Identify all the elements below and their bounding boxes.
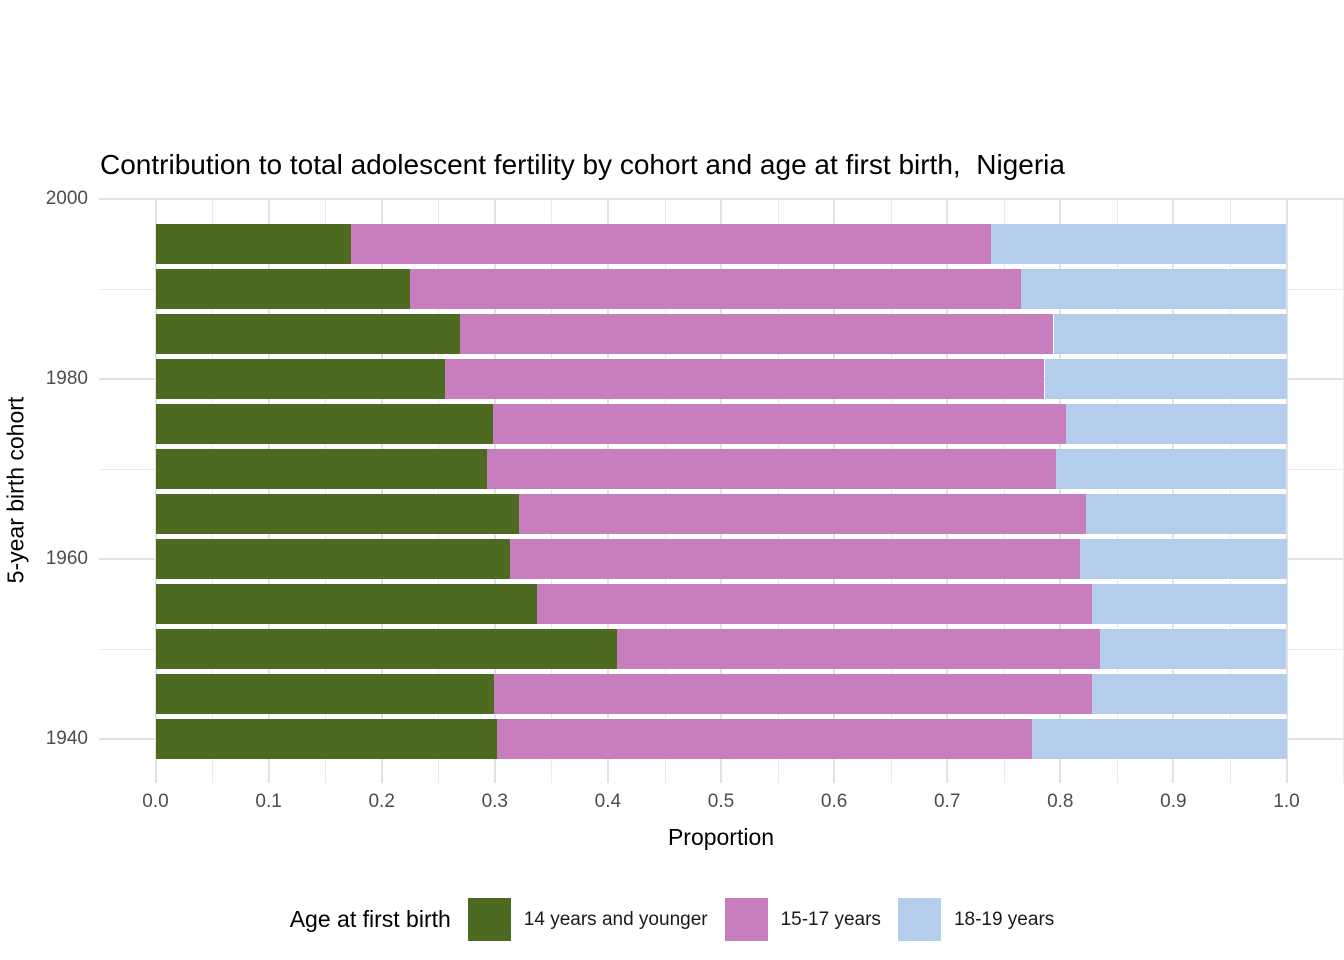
bar-segment [1020,269,1287,309]
bar-segment [518,494,1087,534]
bar-segment [486,449,1056,489]
gridline-x-major [946,198,949,783]
bar-segment [991,224,1287,264]
bar-segment [155,359,445,399]
gridline-x-minor [1230,198,1231,783]
bar-segment [497,719,1033,759]
bar-segment [1044,359,1287,399]
gridline-x-minor [1003,198,1005,783]
gridline-x-minor [664,198,666,783]
gridline-x-major [1059,198,1062,783]
gridline-x-major [267,198,270,783]
bar-segment [155,719,498,759]
bar-segment [1092,584,1287,624]
bar-segment [1053,314,1287,354]
x-tick-label: 0.3 [481,791,508,812]
gridline-x-minor [1116,198,1118,783]
gridline-x-minor [438,198,440,783]
bar-segment [536,584,1092,624]
legend-title: Age at first birth [289,906,451,932]
x-tick-label: 0.9 [1160,791,1187,812]
bar-segment [155,674,494,714]
bar-segment [1079,539,1287,579]
legend-swatch-green [467,898,511,941]
x-tick-label: 0.0 [142,791,169,812]
bar-segment [155,404,493,444]
legend-swatch-blue [897,898,941,941]
bar-segment [155,314,460,354]
chart-title: Contribution to total adolescent fertili… [100,149,1065,180]
x-tick-label: 0.2 [368,791,395,812]
x-tick-label: 1.0 [1273,791,1300,812]
x-tick-label: 0.1 [255,791,282,812]
bar-segment [1092,674,1287,714]
legend-item-15-17: 15-17 years [724,898,881,941]
gridline-x-minor [777,198,779,783]
gridline-x-minor [212,198,214,783]
gridline-x-major [1285,198,1288,783]
legend-swatch-pink [724,898,768,941]
gridline-x-major [833,198,836,783]
y-tick-label: 1980 [45,368,88,389]
x-tick-label: 0.4 [594,791,622,812]
bar-segment [492,404,1066,444]
bar-segment [410,269,1021,309]
gridline-x-major [720,198,722,783]
bar-segment [1099,629,1287,669]
bar-segment [1066,404,1287,444]
legend-label: 14 years and younger [523,908,708,930]
bar-segment [155,629,617,669]
bar-segment [155,584,537,624]
y-tick-label: 1960 [45,548,88,569]
legend-item-18-19: 18-19 years [897,898,1055,941]
gridline-y-major [99,198,1343,200]
y-tick-label: 1940 [45,728,88,749]
y-axis-title: 5-year birth cohort [2,396,29,584]
gridline-x-major [1172,198,1175,783]
bar-segment [445,359,1045,399]
gridline-x-major [606,198,609,783]
bar-segment [459,314,1054,354]
bar-segment [155,539,510,579]
x-axis-title: Proportion [667,824,775,850]
bar-segment [1032,719,1287,759]
x-tick-label: 0.8 [1047,791,1074,812]
bar-segment [155,224,352,264]
gridline-x-major [380,198,383,783]
gridline-x-major [493,198,496,783]
gridline-x-minor [551,198,553,783]
gridline-x-minor [325,198,327,783]
legend-label: 18-19 years [953,908,1055,930]
x-tick-label: 0.7 [933,791,961,812]
gridline-x-major [154,198,157,783]
bar-segment [351,224,992,264]
legend-label: 15-17 years [780,908,881,930]
gridline-x-minor [890,198,892,783]
bar-segment [509,539,1080,579]
bar-segment [155,494,519,534]
plot-panel [99,198,1344,783]
bar-segment [1086,494,1287,534]
bar-segment [155,449,487,489]
bar-segment [493,674,1092,714]
legend: Age at first birth 14 years and younger … [0,898,1344,941]
y-tick-label: 2000 [45,188,88,209]
bar-segment [1055,449,1287,489]
bar-segment [616,629,1100,669]
legend-item-14-and-younger: 14 years and younger [467,898,708,941]
x-tick-label: 0.6 [820,791,848,812]
bar-segment [155,269,410,309]
x-tick-label: 0.5 [707,791,735,812]
